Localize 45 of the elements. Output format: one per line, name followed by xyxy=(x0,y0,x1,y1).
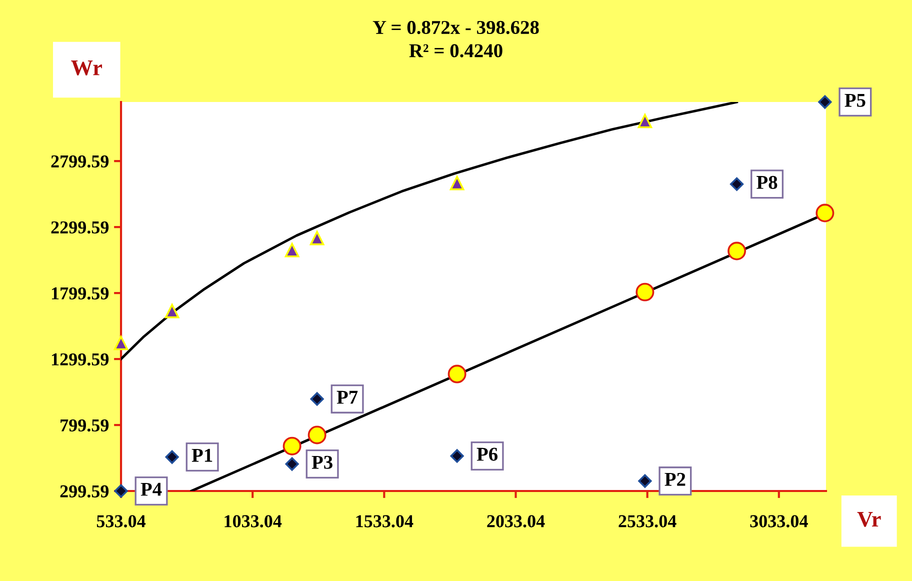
point xyxy=(450,176,464,190)
point xyxy=(638,114,652,128)
point xyxy=(164,304,180,318)
x-tick-label: 1533.04 xyxy=(356,515,414,528)
point xyxy=(450,449,464,463)
x-tick-label: 2033.04 xyxy=(487,515,545,528)
point xyxy=(448,364,466,384)
point xyxy=(310,392,324,406)
point xyxy=(310,230,324,246)
y-tick-label: 1799.59 xyxy=(52,287,109,300)
point xyxy=(114,336,128,350)
annotation: P7 xyxy=(336,390,358,404)
point xyxy=(638,474,652,488)
x-axis-title: Vr xyxy=(857,512,881,527)
annotation: P3 xyxy=(312,456,332,469)
point xyxy=(165,450,179,464)
y-tick-label: 1299.59 xyxy=(52,353,109,366)
annotation: P5 xyxy=(844,94,866,107)
annotation: P2 xyxy=(664,472,686,486)
chart-subtitle: R² = 0.4240 xyxy=(409,44,502,58)
annotation: P4 xyxy=(140,482,162,496)
point xyxy=(636,282,654,302)
chart-title: Y = 0.872x - 398.628 xyxy=(372,20,539,34)
y-tick-label: 799.59 xyxy=(60,419,109,432)
y-tick-label: 2299.59 xyxy=(51,221,109,234)
point xyxy=(818,95,832,109)
point xyxy=(282,436,302,456)
y-axis-title: Wr xyxy=(71,60,102,76)
y-tick-label: 299.59 xyxy=(60,485,109,498)
line-series xyxy=(121,102,738,360)
point xyxy=(816,204,834,222)
x-tick-label: 1033.04 xyxy=(224,515,282,528)
annotation: P6 xyxy=(476,448,498,461)
annotation: P8 xyxy=(756,176,778,189)
x-tick-label: 3033.04 xyxy=(750,515,808,528)
x-tick-label: 533.04 xyxy=(96,515,146,528)
annotation: P1 xyxy=(192,448,212,462)
point xyxy=(285,457,299,471)
point xyxy=(114,484,128,498)
point xyxy=(308,426,326,444)
point xyxy=(284,242,300,258)
y-tick-label: 2799.59 xyxy=(51,155,109,168)
point xyxy=(730,177,744,191)
x-tick-label: 2533.04 xyxy=(618,515,676,528)
point xyxy=(728,242,746,260)
